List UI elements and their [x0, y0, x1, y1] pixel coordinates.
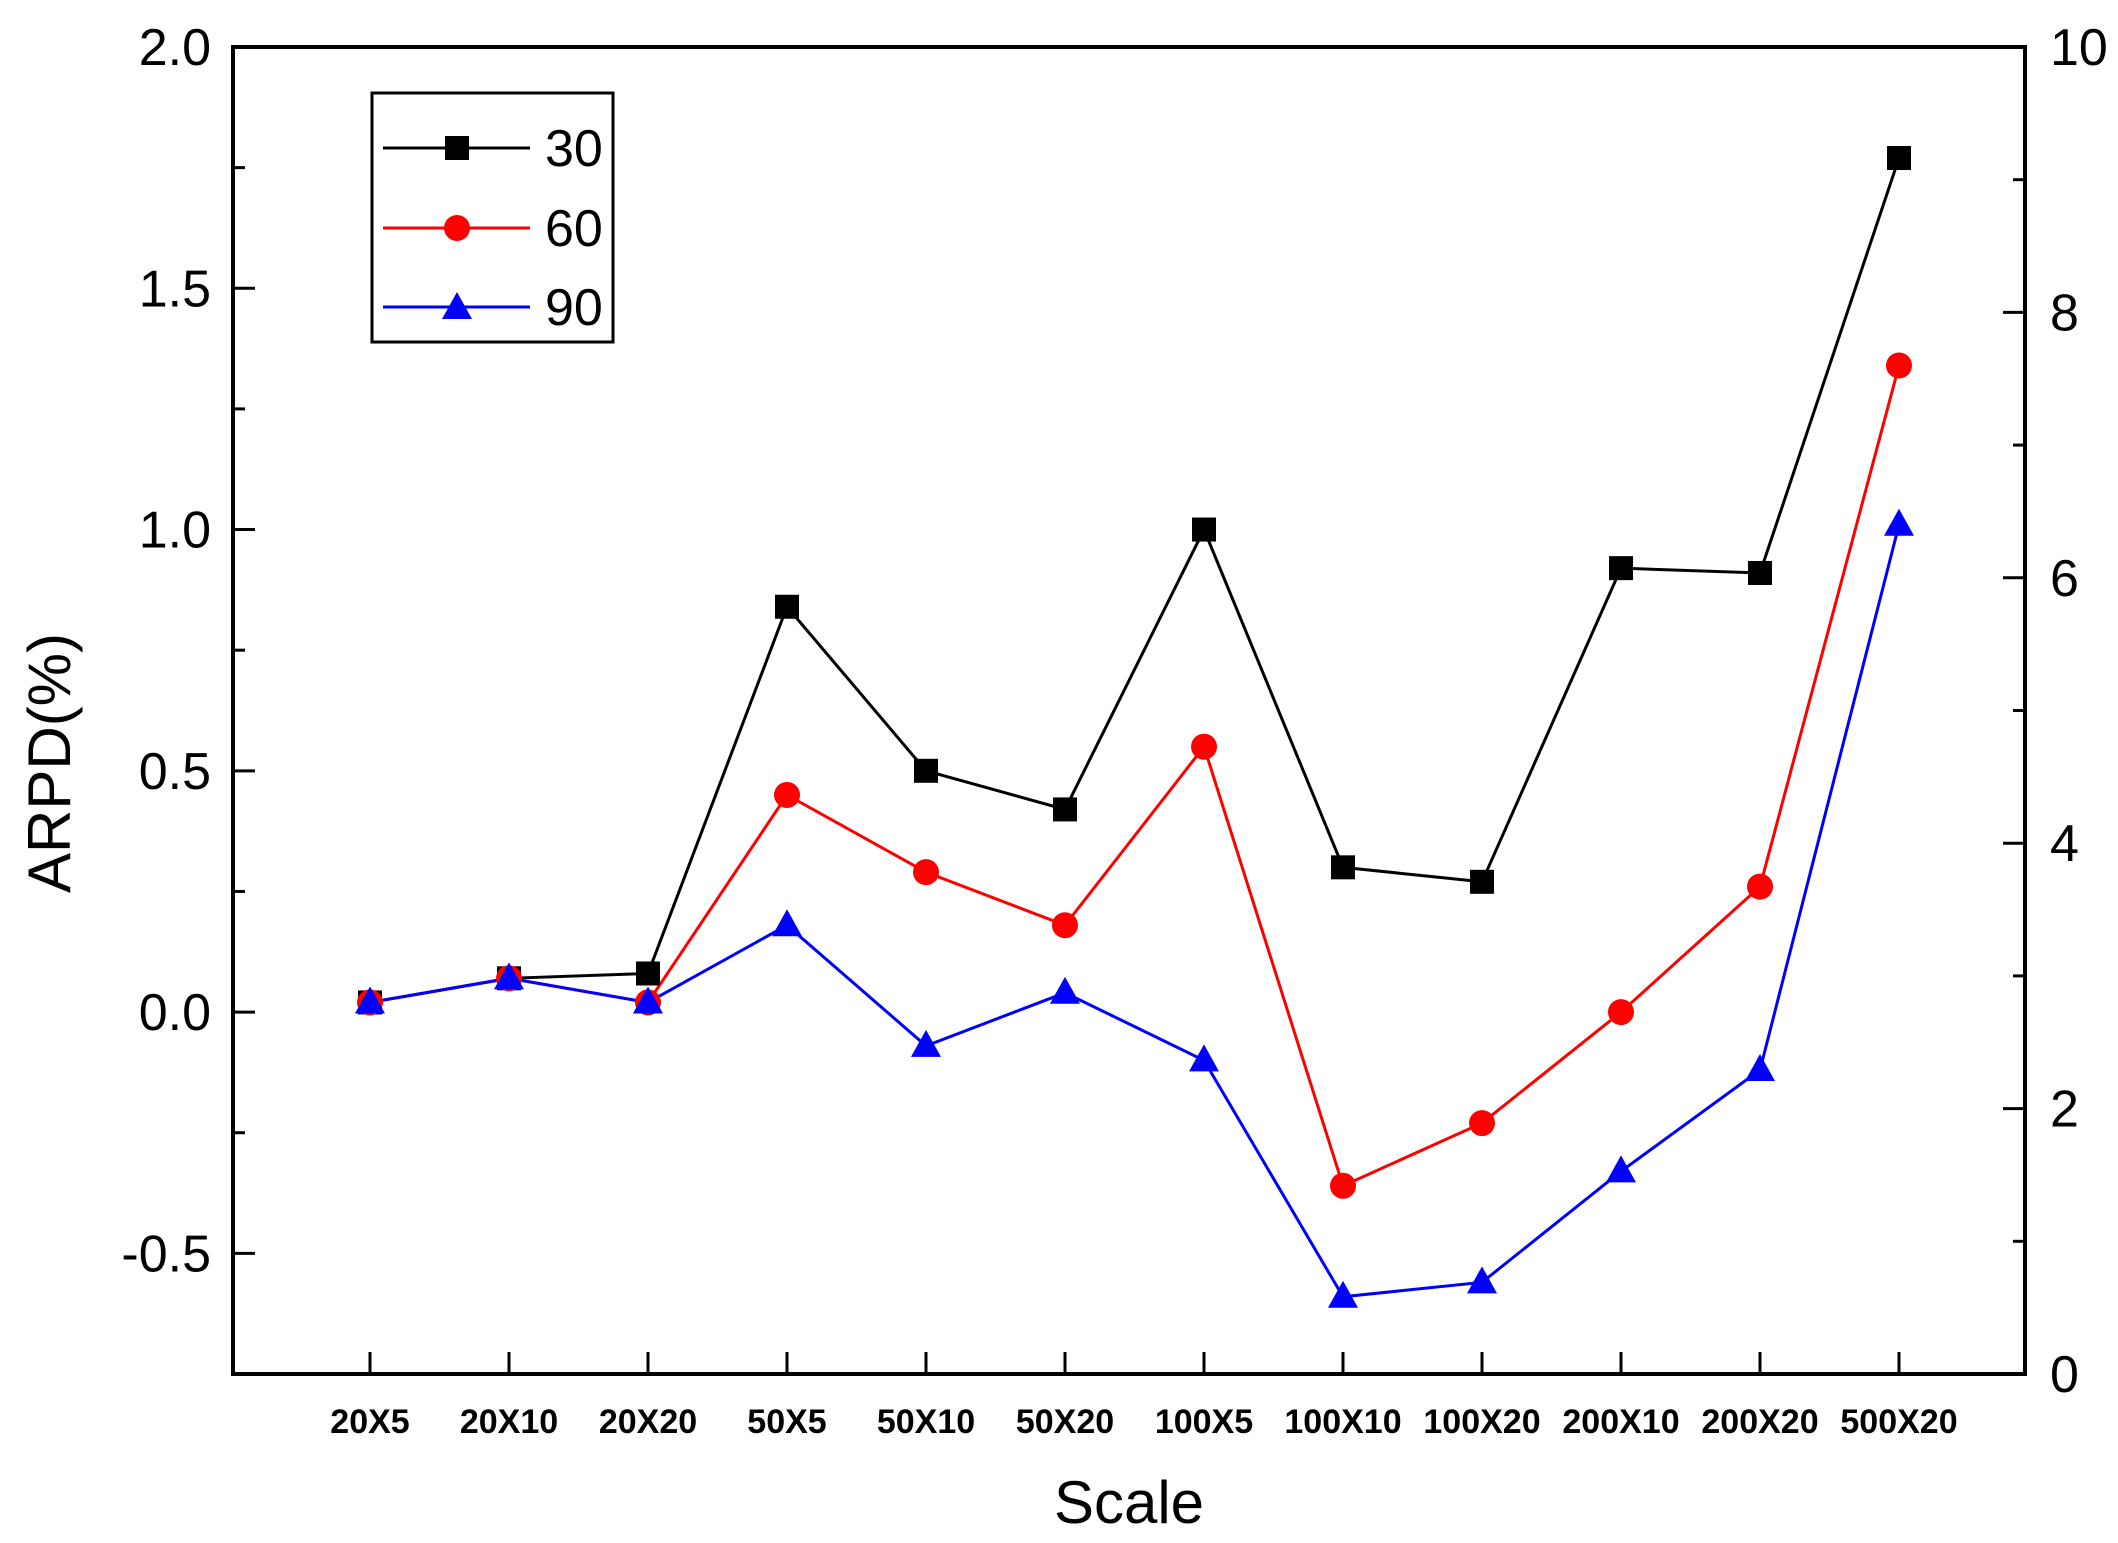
series-layer — [355, 145, 1914, 1308]
data-point-90 — [1884, 508, 1914, 536]
legend-label-60: 60 — [545, 200, 603, 258]
data-point-90 — [1745, 1053, 1775, 1081]
x-tick-label: 50X20 — [1016, 1403, 1114, 1441]
data-point-30 — [914, 758, 938, 783]
data-point-60 — [774, 781, 800, 808]
y-tick-label: -0.5 — [121, 1225, 211, 1283]
y-axis-title: ARPD(%) — [16, 633, 83, 893]
x-tick-label: 500X20 — [1840, 1403, 1957, 1441]
data-point-30 — [1192, 517, 1216, 542]
y-tick-label: 0.0 — [139, 984, 211, 1042]
y-tick-label: 1.5 — [139, 260, 211, 318]
x-tick-label: 100X20 — [1423, 1403, 1540, 1441]
y-tick-label: 0.5 — [139, 743, 211, 801]
y2-tick-label: 10 — [2050, 19, 2108, 77]
series-line-30 — [369, 157, 1901, 1004]
x-tick-label: 200X10 — [1562, 1403, 1679, 1441]
data-point-30 — [1887, 145, 1911, 170]
legend-item-30: 30 — [383, 120, 603, 178]
legend: 30 60 90 — [370, 91, 615, 344]
y2-tick-label: 8 — [2050, 284, 2079, 342]
legend-marker-circle — [444, 215, 470, 241]
x-axis-title: Scale — [1054, 1469, 1204, 1536]
legend-item-90: 90 — [383, 279, 603, 337]
y2-tick-label: 0 — [2050, 1346, 2079, 1404]
data-point-30 — [775, 594, 799, 619]
y2-tick-label: 6 — [2050, 550, 2079, 608]
x-tick-label: 200X20 — [1701, 1403, 1818, 1441]
legend-marker-triangle — [442, 292, 472, 319]
data-point-30 — [636, 961, 660, 986]
x-tick-label: 50X5 — [747, 1403, 826, 1441]
data-point-30 — [1053, 797, 1077, 822]
data-point-90 — [911, 1029, 941, 1057]
legend-label-90: 90 — [545, 279, 603, 337]
y-axis: -0.5 0.0 0.5 1.0 1.5 2.0 — [121, 19, 255, 1283]
data-point-30 — [1470, 869, 1494, 894]
x-axis: 20X5 20X10 20X20 50X5 50X10 50X20 100X5 100X10 1… — [330, 1352, 1958, 1441]
data-point-90 — [1050, 976, 1080, 1004]
data-point-90 — [772, 909, 802, 937]
data-point-60 — [1608, 999, 1634, 1026]
legend-box — [370, 91, 615, 344]
series-line-90 — [369, 524, 1901, 1299]
data-point-60 — [1191, 733, 1217, 760]
y2-axis: 0 2 4 6 8 10 — [2003, 19, 2108, 1404]
data-point-60 — [1747, 873, 1773, 900]
data-point-30 — [1331, 855, 1355, 880]
x-tick-label: 50X10 — [877, 1403, 975, 1441]
legend-item-60: 60 — [383, 200, 603, 258]
data-point-90 — [1606, 1155, 1636, 1183]
data-point-90 — [633, 986, 663, 1014]
series-line-60 — [369, 365, 1901, 1188]
x-tick-label: 20X5 — [330, 1403, 409, 1441]
data-point-30 — [1609, 556, 1633, 581]
data-point-60 — [1330, 1172, 1356, 1199]
legend-label-30: 30 — [545, 120, 603, 178]
x-tick-label: 20X20 — [599, 1403, 697, 1441]
data-point-90 — [355, 986, 385, 1014]
data-point-90 — [1467, 1266, 1497, 1294]
x-tick-label: 100X10 — [1284, 1403, 1401, 1441]
x-tick-label: 20X10 — [460, 1403, 558, 1441]
data-point-60 — [1052, 912, 1078, 939]
y2-tick-label: 4 — [2050, 815, 2079, 873]
legend-marker-square — [445, 136, 469, 160]
data-point-90 — [1328, 1280, 1358, 1308]
x-tick-label: 100X5 — [1155, 1403, 1253, 1441]
data-point-30 — [1748, 560, 1772, 585]
data-point-90 — [494, 962, 524, 990]
data-point-60 — [913, 859, 939, 886]
y-tick-label: 1.0 — [139, 502, 211, 560]
data-point-60 — [1886, 352, 1912, 379]
y2-tick-label: 2 — [2050, 1081, 2079, 1139]
data-point-90 — [1189, 1044, 1219, 1072]
y-tick-label: 2.0 — [139, 19, 211, 77]
data-point-60 — [1469, 1110, 1495, 1137]
